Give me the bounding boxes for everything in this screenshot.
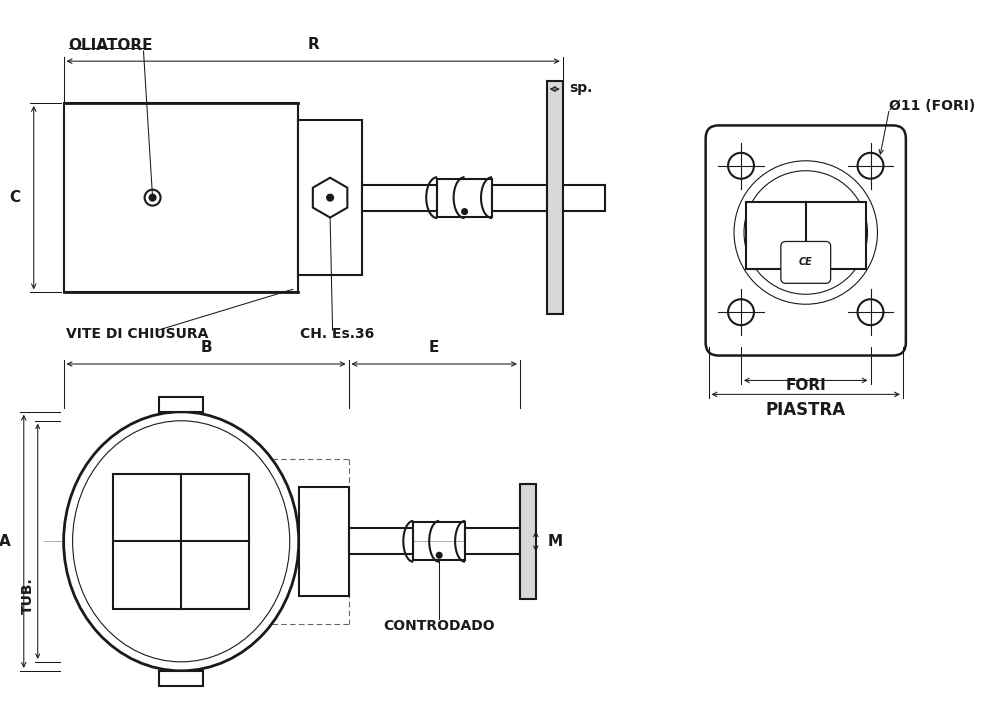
Text: C: C (10, 190, 21, 205)
Text: CE: CE (799, 257, 813, 268)
Text: TUB.: TUB. (21, 578, 35, 614)
Bar (547, 81, 563, 314)
Circle shape (150, 195, 156, 201)
Text: B: B (200, 340, 212, 355)
Polygon shape (313, 177, 347, 217)
FancyBboxPatch shape (706, 126, 906, 356)
Bar (563, 185, 605, 211)
Bar (465, 529, 520, 554)
Bar (159, 397, 203, 411)
Text: CH. Es.36: CH. Es.36 (300, 327, 374, 341)
Bar (520, 483, 536, 599)
Bar (362, 185, 437, 211)
Circle shape (728, 153, 754, 179)
Circle shape (327, 195, 333, 201)
FancyBboxPatch shape (781, 241, 831, 284)
Circle shape (437, 553, 442, 558)
Bar (349, 529, 413, 554)
Text: PIASTRA: PIASTRA (766, 401, 846, 419)
Text: VITE DI CHIUSURA: VITE DI CHIUSURA (66, 327, 208, 341)
Text: Ø11 (FORI): Ø11 (FORI) (889, 100, 976, 113)
Ellipse shape (64, 411, 299, 671)
Bar (64, 103, 298, 292)
Circle shape (462, 209, 467, 214)
Bar (492, 185, 547, 211)
Text: E: E (429, 340, 439, 355)
Text: FORI: FORI (785, 378, 826, 393)
Circle shape (728, 300, 754, 325)
Bar (298, 120, 362, 276)
Bar (299, 486, 349, 596)
Bar (113, 473, 249, 609)
Text: CONTRODADO: CONTRODADO (383, 619, 495, 633)
Bar (746, 201, 866, 270)
Circle shape (145, 190, 161, 206)
Text: sp.: sp. (570, 81, 593, 95)
Circle shape (858, 300, 883, 325)
Text: OLIATORE: OLIATORE (69, 38, 153, 53)
Circle shape (858, 153, 883, 179)
Text: A: A (0, 534, 11, 549)
Bar (159, 671, 203, 686)
Text: M: M (548, 534, 563, 549)
Text: R: R (307, 37, 319, 52)
